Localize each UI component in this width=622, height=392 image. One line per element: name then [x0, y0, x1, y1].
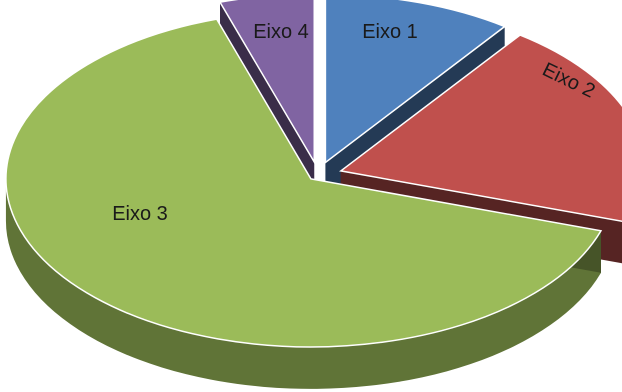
slice-side-eixo-3 — [5, 178, 602, 389]
slice-top-eixo-3 — [5, 18, 603, 348]
slice-top-eixo-1 — [324, 0, 507, 164]
slice-top-eixo-2 — [339, 34, 622, 223]
pie-top-layer — [5, 0, 622, 348]
slice-label-eixo-3: Eixo 3 — [112, 203, 168, 225]
slice-label-eixo-1: Eixo 1 — [362, 21, 418, 43]
slice-top-eixo-4 — [218, 0, 315, 165]
slice-label-eixo-4: Eixo 4 — [253, 21, 309, 43]
